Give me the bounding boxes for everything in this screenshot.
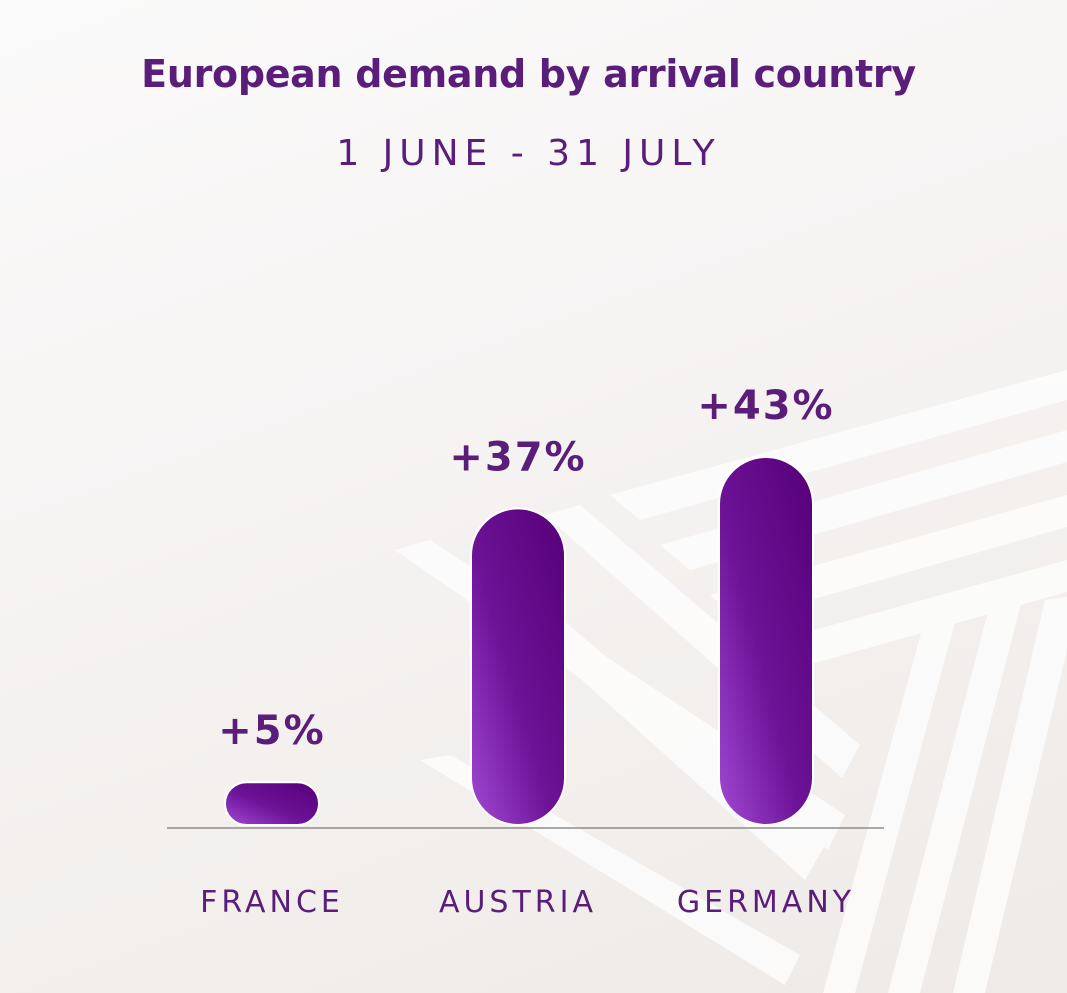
bar-austria (470, 507, 566, 826)
value-label-germany: +43% (697, 383, 834, 429)
category-labels-group: FRANCE AUSTRIA GERMANY (200, 885, 855, 920)
bar-germany (718, 456, 814, 826)
bar-france (224, 781, 320, 826)
value-labels-group: +5% +37% +43% (218, 383, 834, 754)
chart-title: European demand by arrival country (141, 52, 916, 96)
category-label-germany: GERMANY (677, 885, 855, 920)
bars-group (224, 456, 814, 826)
chart-subtitle: 1 JUNE - 31 JULY (336, 133, 721, 174)
category-label-austria: AUSTRIA (439, 885, 597, 920)
value-label-france: +5% (218, 708, 325, 754)
value-label-austria: +37% (449, 434, 586, 480)
category-label-france: FRANCE (200, 885, 344, 920)
